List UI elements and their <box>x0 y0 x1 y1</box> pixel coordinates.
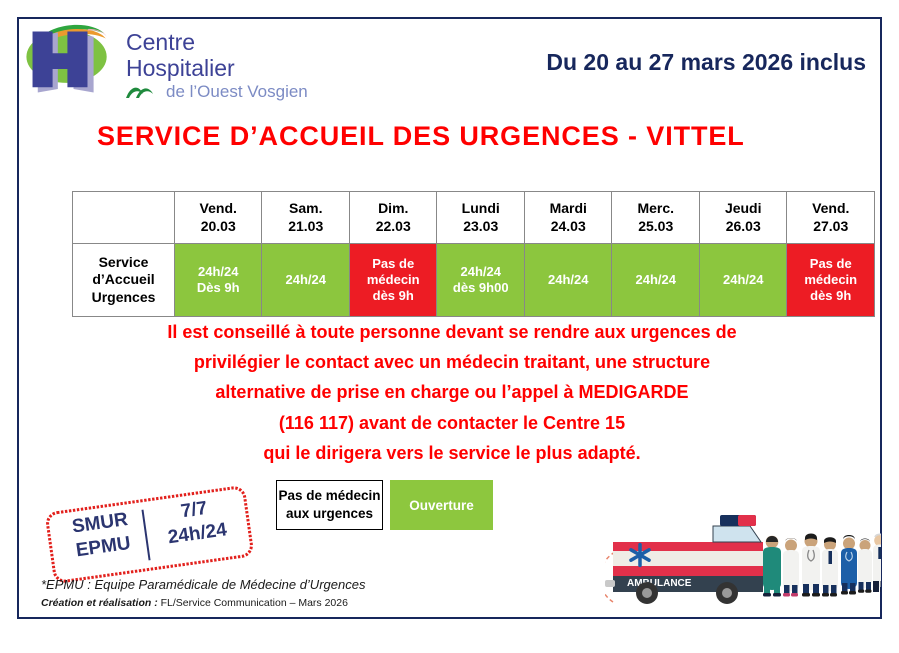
svg-text:AMBULANCE: AMBULANCE <box>627 578 692 589</box>
